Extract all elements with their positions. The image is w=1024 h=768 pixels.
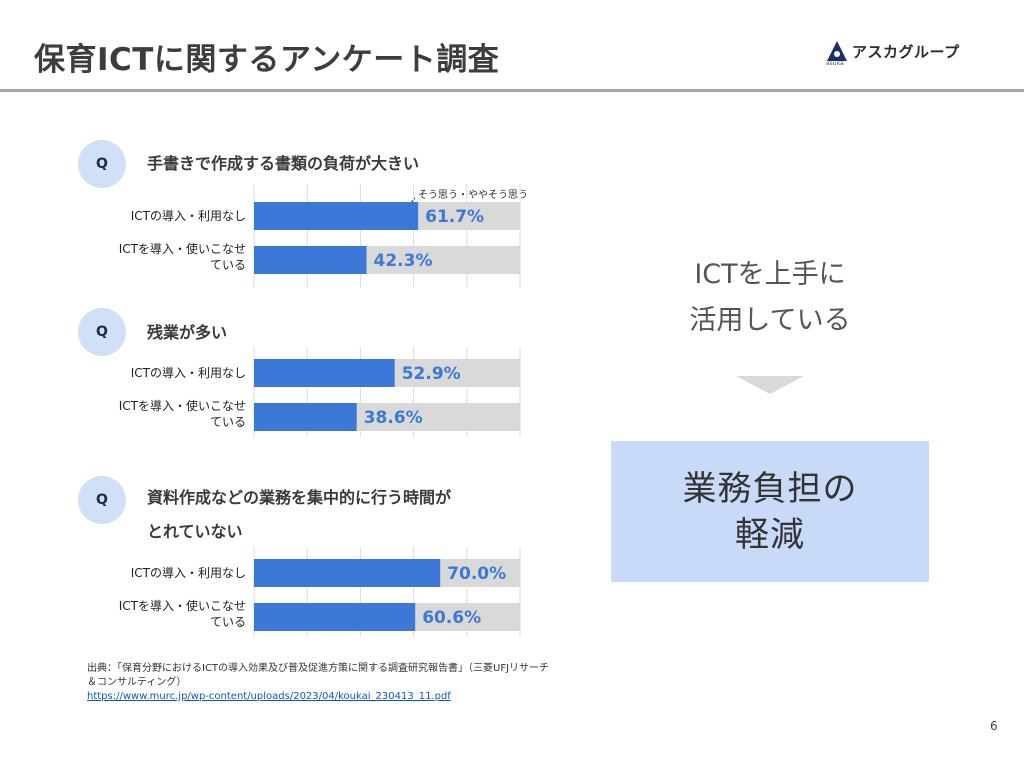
ict-usage-text: ICTを上手に 活用している: [640, 252, 900, 344]
question-text-3: 資料作成などの業務を集中的に行う時間が とれていない: [147, 481, 451, 549]
bar: [254, 559, 441, 587]
bar-chart-2: 52.9% ICTの導入・利用なし 38.6% ICTを導入・使いこなせている: [40, 347, 530, 437]
asuka-logo-icon: [827, 41, 847, 61]
question-text-2: 残業が多い: [147, 316, 227, 350]
bar: [254, 246, 367, 274]
question-badge-1: Q: [78, 140, 126, 188]
bar-chart-1: 61.7% ICTの導入・利用なし 42.3% ICTを導入・使いこなせている: [40, 184, 530, 288]
category-label: ている: [210, 258, 246, 272]
source-text: 出典：「保育分野におけるICTの導入効果及び普及促進方策に関する調査研究報告書」…: [87, 663, 550, 688]
question-line: とれていない: [147, 522, 243, 541]
question-line: 残業が多い: [147, 323, 228, 342]
bar: [254, 603, 416, 631]
category-label: ICTの導入・利用なし: [131, 366, 246, 380]
page-number: 6: [990, 719, 998, 733]
bar: [254, 403, 357, 431]
side-line: ICTを上手に: [694, 259, 846, 290]
question-badge-2: Q: [78, 308, 126, 356]
category-label: ICTを導入・使いこなせ: [119, 598, 246, 613]
bar-chart-3: 70.0% ICTの導入・利用なし 60.6% ICTを導入・使いこなせている: [40, 547, 530, 637]
data-label: 38.6%: [364, 408, 423, 428]
side-line: 活用している: [689, 305, 851, 336]
category-label: ICTを導入・使いこなせ: [119, 398, 246, 413]
category-label: ICTの導入・利用なし: [131, 209, 246, 223]
category-label: ICTの導入・利用なし: [131, 566, 246, 580]
category-label: ている: [210, 415, 246, 429]
question-line: 手書きで作成する書類の負荷が大きい: [147, 154, 420, 173]
source-link[interactable]: https://www.murc.jp/wp-content/uploads/2…: [87, 691, 451, 702]
data-label: 61.7%: [425, 207, 484, 227]
bar: [254, 359, 395, 387]
data-label: 52.9%: [402, 364, 461, 384]
bar: [254, 202, 419, 230]
result-text: 業務負担の 軽減: [683, 466, 858, 558]
down-arrow-icon: [736, 376, 804, 394]
category-label: ICTを導入・使いこなせ: [119, 241, 246, 256]
question-badge-3: Q: [78, 476, 126, 524]
logo-text: アスカグループ: [852, 42, 960, 61]
company-logo: アスカグループ asuka: [826, 40, 960, 67]
result-line: 業務負担の: [682, 468, 858, 509]
data-label: 60.6%: [422, 608, 481, 628]
question-text-1: 手書きで作成する書類の負荷が大きい: [147, 147, 419, 181]
result-box: 業務負担の 軽減: [611, 441, 929, 582]
result-line: 軽減: [735, 514, 805, 555]
source-citation: 出典：「保育分野におけるICTの導入効果及び普及促進方策に関する調査研究報告書」…: [87, 662, 557, 704]
category-label: ている: [210, 615, 246, 629]
chart-annotation: そう思う・ややそう思う: [418, 190, 528, 201]
logo-subtext: asuka: [826, 60, 844, 67]
title-divider: [0, 89, 1024, 92]
data-label: 42.3%: [374, 251, 433, 271]
page-title: 保育ICTに関するアンケート調査: [34, 42, 500, 78]
question-line: 資料作成などの業務を集中的に行う時間が: [147, 488, 452, 507]
data-label: 70.0%: [447, 564, 506, 584]
